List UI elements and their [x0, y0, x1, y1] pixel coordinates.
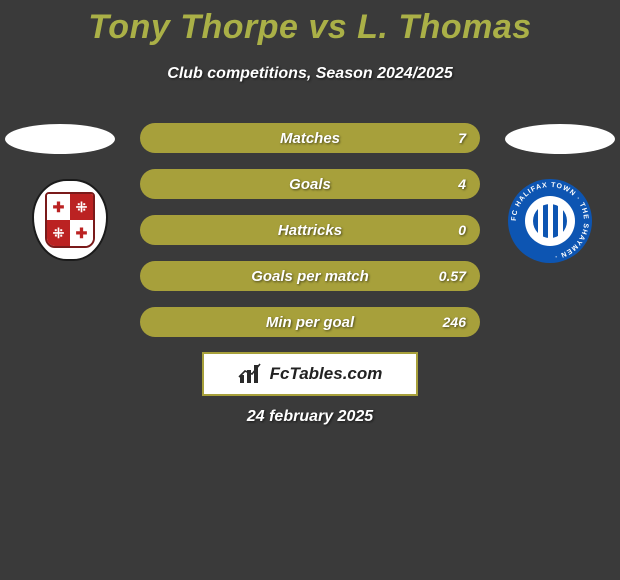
stat-value: 246 — [443, 314, 466, 330]
player1-avatar-placeholder — [5, 124, 115, 154]
comparison-title: Tony Thorpe vs L. Thomas — [0, 0, 620, 47]
stats-list: Matches 7 Goals 4 Hattricks 0 Goals per … — [140, 123, 480, 353]
crest-q4: ✚ — [70, 220, 93, 246]
vs-text: vs — [308, 8, 347, 46]
date-text: 24 february 2025 — [0, 408, 620, 426]
svg-text:FC HALIFAX TOWN · THE SHAYMEN: FC HALIFAX TOWN · THE SHAYMEN · — [511, 182, 589, 260]
brand-text: FcTables.com — [270, 364, 383, 384]
stat-label: Goals — [289, 176, 331, 193]
crest-ring-text: FC HALIFAX TOWN · THE SHAYMEN · — [508, 179, 592, 263]
stat-value: 4 — [458, 176, 466, 192]
subtitle: Club competitions, Season 2024/2025 — [0, 65, 620, 83]
stat-label: Matches — [280, 130, 340, 147]
stat-label: Goals per match — [251, 268, 369, 285]
bar-chart-icon — [238, 363, 264, 385]
stat-row-goals: Goals 4 — [140, 169, 480, 199]
crest-q2: ⁜ — [70, 194, 93, 220]
stat-row-hattricks: Hattricks 0 — [140, 215, 480, 245]
crest-q3: ⁜ — [47, 220, 70, 246]
brand-box: FcTables.com — [202, 352, 418, 396]
stat-label: Hattricks — [278, 222, 342, 239]
stat-value: 0.57 — [439, 268, 466, 284]
stat-value: 7 — [458, 130, 466, 146]
club-crest-woking: ✚ ⁜ ⁜ ✚ — [20, 179, 120, 263]
player2-name: L. Thomas — [357, 8, 532, 46]
club-crest-halifax: FC HALIFAX TOWN · THE SHAYMEN · — [500, 179, 600, 263]
player1-name: Tony Thorpe — [88, 8, 298, 46]
stat-row-matches: Matches 7 — [140, 123, 480, 153]
stat-row-gpm: Goals per match 0.57 — [140, 261, 480, 291]
stat-row-mpg: Min per goal 246 — [140, 307, 480, 337]
stat-label: Min per goal — [266, 314, 354, 331]
player2-avatar-placeholder — [505, 124, 615, 154]
stat-value: 0 — [458, 222, 466, 238]
crest-q1: ✚ — [47, 194, 70, 220]
